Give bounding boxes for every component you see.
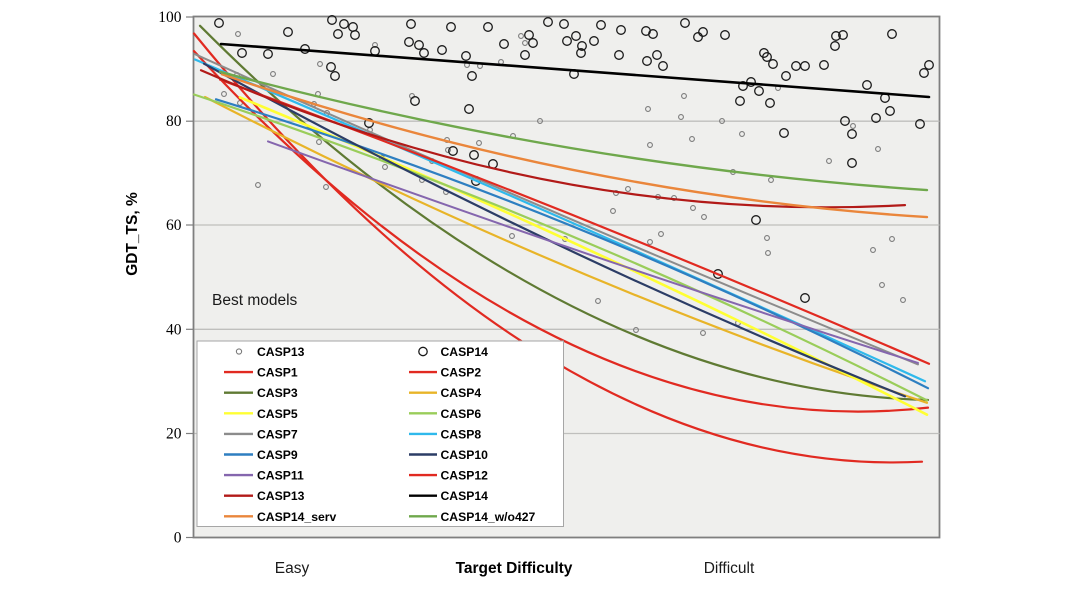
svg-text:Target Difficulty: Target Difficulty (456, 560, 573, 577)
svg-text:CASP4: CASP4 (441, 386, 482, 400)
svg-text:Best models: Best models (212, 292, 298, 309)
svg-text:0: 0 (174, 530, 182, 547)
svg-text:CASP11: CASP11 (257, 469, 304, 483)
svg-text:CASP3: CASP3 (257, 386, 298, 400)
svg-text:CASP8: CASP8 (441, 427, 482, 441)
svg-text:CASP13: CASP13 (257, 345, 305, 359)
svg-text:100: 100 (158, 9, 182, 26)
svg-text:40: 40 (166, 321, 182, 338)
svg-text:Easy: Easy (275, 560, 310, 577)
svg-text:CASP2: CASP2 (441, 366, 482, 380)
svg-text:CASP1: CASP1 (257, 366, 298, 380)
svg-text:CASP12: CASP12 (441, 469, 489, 483)
svg-text:CASP10: CASP10 (441, 448, 489, 462)
svg-text:CASP14_serv: CASP14_serv (257, 510, 336, 524)
svg-text:CASP5: CASP5 (257, 407, 298, 421)
svg-text:CASP7: CASP7 (257, 427, 298, 441)
svg-text:80: 80 (166, 113, 182, 130)
svg-text:Difficult: Difficult (704, 560, 755, 577)
svg-text:60: 60 (166, 217, 182, 234)
svg-text:CASP6: CASP6 (441, 407, 482, 421)
svg-text:GDT_TS, %: GDT_TS, % (124, 192, 141, 276)
svg-text:CASP13: CASP13 (257, 489, 305, 503)
svg-text:CASP14_w/o427: CASP14_w/o427 (441, 510, 536, 524)
svg-text:CASP14: CASP14 (441, 345, 489, 359)
svg-text:20: 20 (166, 426, 182, 443)
svg-text:CASP9: CASP9 (257, 448, 298, 462)
svg-text:CASP14: CASP14 (441, 489, 489, 503)
